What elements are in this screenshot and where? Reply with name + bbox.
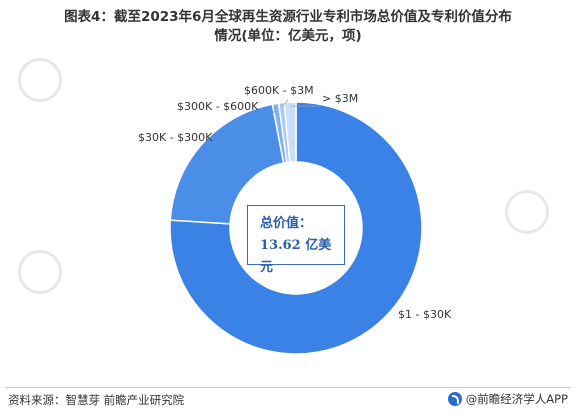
total-value-box: 总价值： 13.62 亿美元 xyxy=(247,205,345,275)
leader-line-4 xyxy=(281,99,289,108)
chart-title-line2: 情况(单位：亿美元，项) xyxy=(214,28,362,44)
slice-label-5: > $3M xyxy=(322,92,358,105)
brand-credit-text: @前瞻经济学人APP xyxy=(465,392,568,406)
watermark-logo-icon xyxy=(18,58,62,102)
slice-label-3: $300K - $600K xyxy=(177,100,259,113)
chart-title-line1: 图表4：截至2023年6月全球再生资源行业专利市场总价值及专利价值分布 xyxy=(64,9,512,25)
slice-label-2: $30K - $300K xyxy=(138,131,213,144)
brand-credit: @前瞻经济学人APP xyxy=(447,391,568,407)
leader-line-3 xyxy=(271,107,277,117)
total-value-amount: 13.62 亿美元 xyxy=(260,238,332,275)
watermark-logo-icon xyxy=(18,250,62,294)
slice-label-4: $600K - $3M xyxy=(244,84,314,97)
donut-slice-5 xyxy=(283,101,297,164)
watermark-logo-icon xyxy=(505,190,549,234)
total-value-label: 总价值： xyxy=(260,216,313,231)
slice-label-1: $1 - $30K xyxy=(398,308,452,321)
chart-title: 图表4：截至2023年6月全球再生资源行业专利市场总价值及专利价值分布 情况(单… xyxy=(0,8,576,46)
source-note: 资料来源：智慧芽 前瞻产业研究院 xyxy=(8,393,185,407)
donut-slice-2 xyxy=(169,103,285,225)
brand-logo-icon xyxy=(447,392,462,406)
donut-slice-1 xyxy=(169,101,423,355)
footer-divider xyxy=(6,387,570,388)
